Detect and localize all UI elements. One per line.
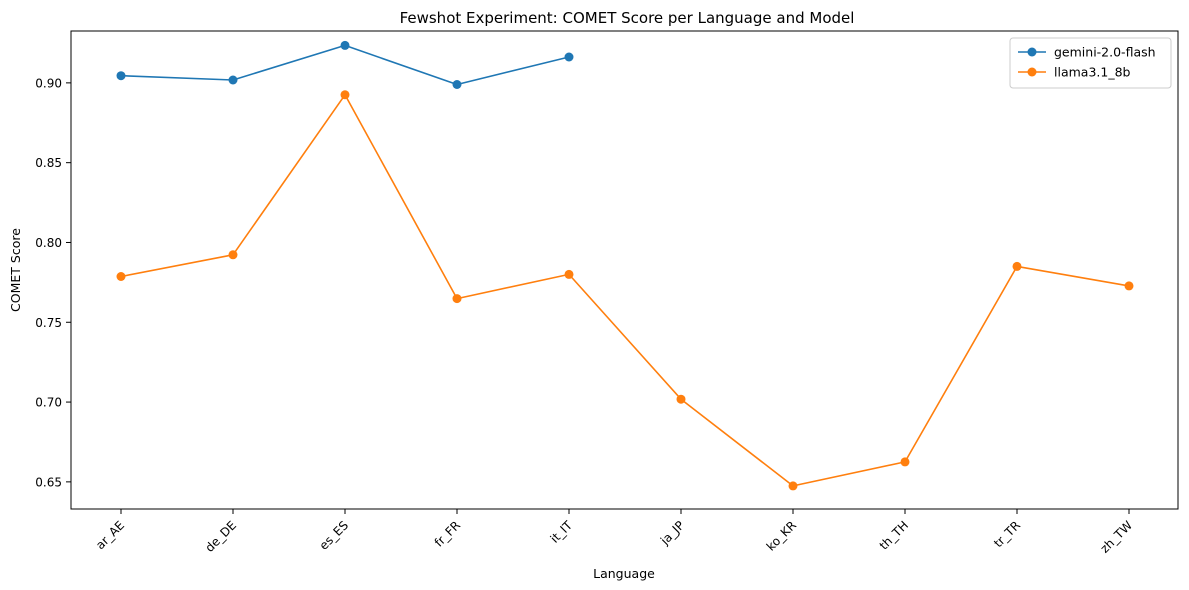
axes-frame [70,30,1179,510]
y-tick-label: 0.70 [35,396,62,410]
data-point [900,457,910,467]
data-point [228,250,238,260]
data-point [676,394,686,404]
x-tick-label: fr_FR [432,518,463,549]
x-axis-label: Language [593,566,655,581]
data-point [564,269,574,279]
data-point [1124,281,1134,291]
y-tick-label: 0.85 [35,156,62,170]
x-tick-label: es_ES [317,518,352,553]
legend-item: llama3.1_8b [1018,65,1131,80]
chart-title: Fewshot Experiment: COMET Score per Lang… [400,9,855,27]
y-tick-label: 0.80 [35,236,62,250]
x-tick-label: de_DE [202,518,239,555]
data-point [452,80,462,89]
legend-box [1009,37,1172,89]
legend: gemini-2.0-flash llama3.1_8b [1009,37,1172,89]
y-tick-label: 0.65 [35,475,62,489]
x-tick-label: zh_TW [1098,518,1136,556]
data-point [1012,261,1022,271]
x-tick-label: it_IT [548,518,576,546]
legend-label: gemini-2.0-flash [1054,45,1156,60]
y-tick-label: 0.90 [35,76,62,90]
series-line [120,94,1130,487]
x-tick-label: tr_TR [991,518,1023,550]
data-point [788,481,798,491]
x-tick-label: th_TH [877,518,911,552]
y-axis-label: COMET Score [8,228,23,312]
data-point [340,40,350,50]
data-point [564,52,574,62]
legend-item: gemini-2.0-flash [1018,45,1156,60]
series-1 [116,90,1134,491]
legend-label: llama3.1_8b [1054,65,1131,80]
data-point [228,75,238,85]
x-tick-label: ko_KR [764,518,799,553]
data-point [116,71,126,81]
x-tick-label: ja_JP [657,518,687,548]
x-tick-label: ar_AE [93,518,127,552]
legend-marker [1027,47,1037,57]
axes: 0.65 0.70 0.75 0.80 0.85 0.90 ar_AE de_DE es_ES f… [35,30,1179,556]
y-tick-label: 0.75 [35,316,62,330]
data-point [116,272,126,281]
data-point [452,294,462,304]
plot-area [116,40,1134,491]
legend-marker [1027,67,1037,77]
series-line [120,44,570,86]
series-0 [116,40,574,89]
data-point [340,90,350,100]
